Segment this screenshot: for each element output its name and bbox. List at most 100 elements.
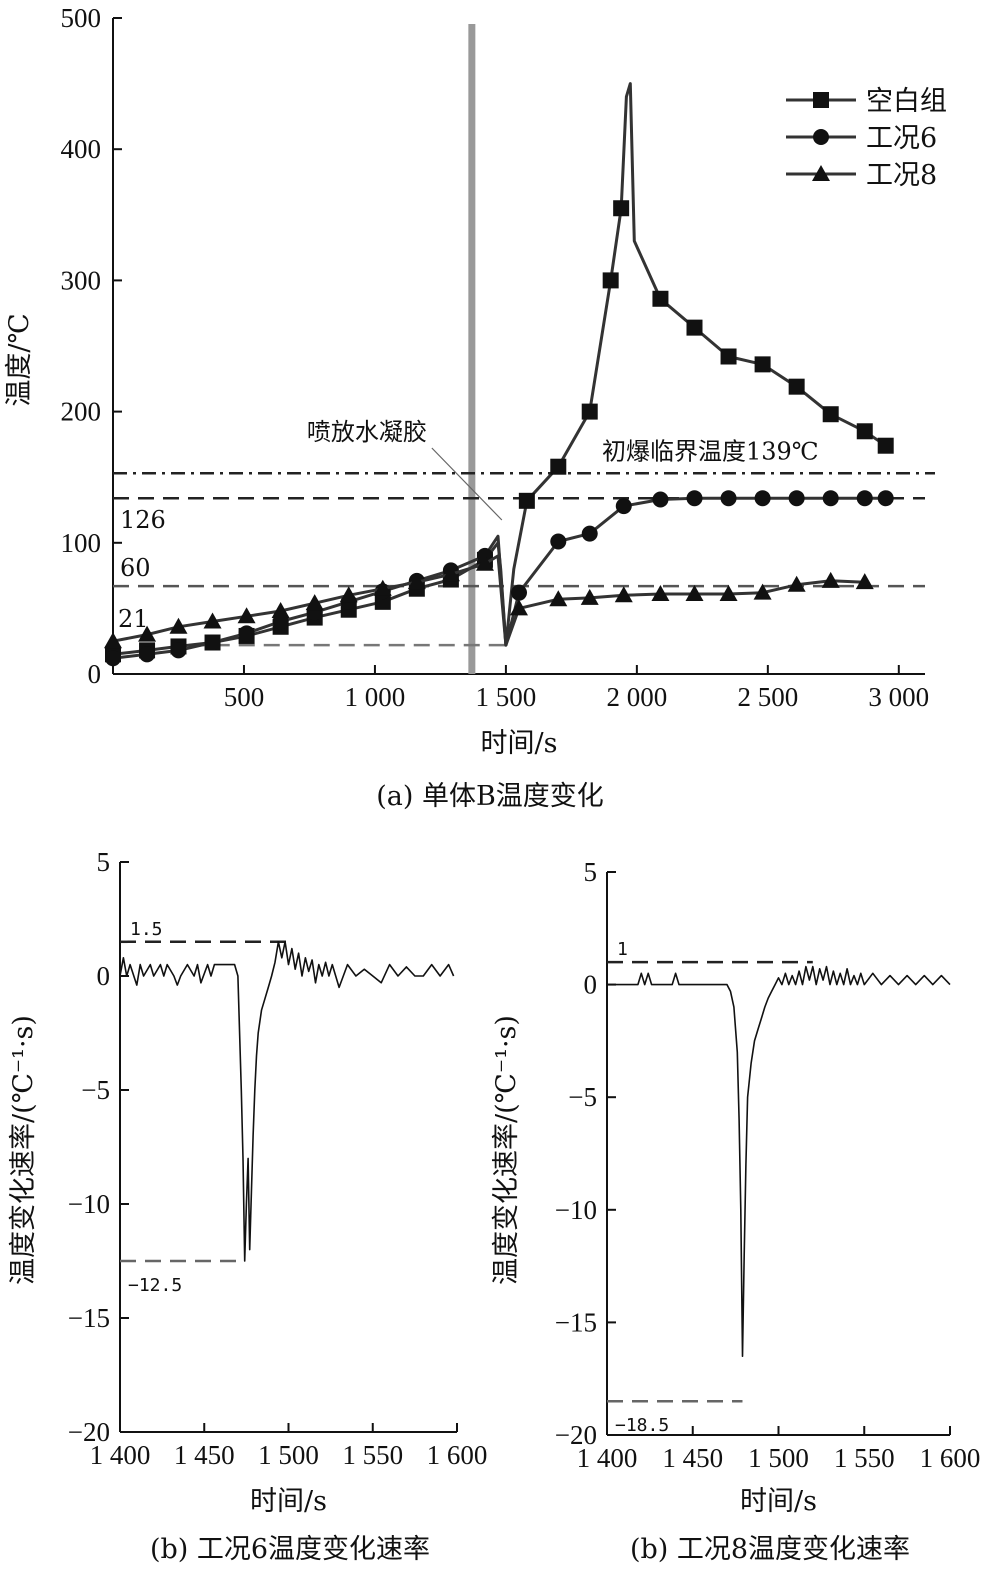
x-tick-label: 1 500 — [476, 682, 537, 712]
y-tick-label: −15 — [555, 1307, 597, 1337]
x-tick-label: 500 — [224, 682, 265, 712]
data-point-triangle — [614, 586, 633, 603]
reference-label: −18.5 — [615, 1415, 669, 1436]
data-point-circle — [204, 634, 221, 651]
data-point-square — [686, 319, 703, 336]
data-point-square — [518, 492, 535, 509]
y-tick-label: −5 — [81, 1075, 110, 1105]
data-point-circle — [170, 642, 187, 659]
y-tick-label: 400 — [61, 134, 102, 164]
data-point-square — [720, 348, 737, 365]
reference-label: 初爆临界温度139℃ — [602, 437, 819, 465]
data-point-circle — [139, 646, 156, 663]
data-point-triangle — [787, 575, 806, 592]
y-tick-label: 0 — [584, 970, 598, 1000]
data-point-triangle — [753, 583, 772, 600]
data-point-circle — [238, 625, 255, 642]
x-tick-label: 1 600 — [920, 1443, 981, 1473]
data-point-triangle — [237, 607, 256, 624]
x-tick-label: 1 400 — [577, 1443, 638, 1473]
legend-entry: 工况6 — [866, 123, 937, 154]
x-axis-label: 时间/s — [250, 1486, 327, 1517]
data-point-circle — [754, 490, 771, 507]
data-point-triangle — [821, 571, 840, 588]
x-tick-label: 1 600 — [427, 1440, 488, 1470]
y-tick-label: 0 — [88, 659, 102, 689]
data-point-square — [788, 378, 805, 395]
data-point-circle — [856, 490, 873, 507]
data-point-triangle — [685, 584, 704, 601]
chart-caption: (a) 单体B温度变化 — [376, 781, 604, 812]
data-point-triangle — [475, 554, 494, 571]
x-tick-label: 1 500 — [258, 1440, 319, 1470]
y-tick-label: −10 — [68, 1189, 110, 1219]
data-point-circle — [877, 490, 894, 507]
data-point-triangle — [580, 588, 599, 605]
data-point-square — [856, 423, 873, 440]
y-tick-label: 5 — [97, 847, 111, 877]
x-tick-label: 2 000 — [606, 682, 667, 712]
x-tick-label: 1 450 — [662, 1443, 723, 1473]
data-point-circle — [615, 498, 632, 515]
data-point-triangle — [651, 584, 670, 601]
data-point-square — [822, 406, 839, 423]
y-tick-label: 100 — [61, 528, 102, 558]
y-axis-label: 温度变化速率/(℃⁻¹·s) — [491, 1015, 522, 1285]
x-tick-label: 1 500 — [748, 1443, 809, 1473]
data-point-circle — [822, 490, 839, 507]
data-point-triangle — [203, 612, 222, 629]
reference-label: 1 — [617, 939, 628, 960]
data-point-triangle — [549, 590, 568, 607]
data-point-square — [613, 200, 630, 217]
data-point-circle — [511, 584, 527, 601]
series-line — [119, 940, 455, 1262]
y-tick-label: −10 — [555, 1195, 597, 1225]
y-tick-label: 500 — [61, 3, 102, 33]
y-tick-label: −20 — [555, 1420, 597, 1450]
data-point-triangle — [271, 602, 290, 619]
x-tick-label: 3 000 — [868, 682, 929, 712]
legend-entry: 工况8 — [866, 160, 937, 191]
x-tick-label: 1 550 — [834, 1443, 895, 1473]
data-point-triangle — [510, 599, 528, 616]
x-tick-label: 1 550 — [342, 1440, 403, 1470]
data-point-square — [754, 356, 771, 373]
data-point-square — [550, 458, 567, 475]
data-point-square — [602, 272, 619, 289]
y-tick-label: −15 — [68, 1303, 110, 1333]
data-point-circle — [581, 525, 598, 542]
data-point-circle — [686, 490, 703, 507]
data-point-triangle — [719, 584, 738, 601]
reference-label: 60 — [120, 554, 151, 582]
legend-entry: 空白组 — [866, 86, 947, 117]
chart-caption: (b) 工况6温度变化速率 — [150, 1534, 430, 1565]
data-point-triangle — [305, 594, 324, 611]
x-axis-label: 时间/s — [481, 728, 558, 759]
y-tick-label: 200 — [61, 397, 102, 427]
reference-label: 21 — [118, 605, 149, 633]
legend-marker-triangle — [812, 165, 830, 181]
data-point-circle — [105, 650, 121, 667]
data-point-triangle — [104, 632, 122, 649]
y-tick-label: −20 — [68, 1417, 110, 1447]
x-tick-label: 1 400 — [90, 1440, 151, 1470]
data-point-square — [581, 403, 598, 420]
annotation-leader — [431, 447, 503, 521]
y-tick-label: 300 — [61, 265, 102, 295]
data-point-triangle — [138, 625, 157, 642]
chart-a: 0 100 200 300 400 500 500 1 000 1 500 2 000 2 500 3… — [4, 3, 947, 812]
data-point-circle — [788, 490, 805, 507]
reference-label: −12.5 — [128, 1275, 182, 1296]
data-point-triangle — [441, 565, 460, 582]
data-point-square — [652, 290, 669, 307]
y-axis-label: 温度/℃ — [4, 313, 35, 406]
data-point-circle — [550, 533, 567, 550]
legend-marker-square — [813, 92, 829, 108]
data-point-triangle — [169, 617, 188, 634]
chart-b2: 5 0 −5 −10 −15 −201 400 1 450 1 500 1 550 1 600 时间… — [491, 857, 980, 1565]
x-tick-label: 1 000 — [345, 682, 406, 712]
reference-label: 126 — [120, 506, 166, 534]
data-point-square — [877, 437, 894, 454]
chart-caption: (b) 工况8温度变化速率 — [630, 1534, 910, 1565]
